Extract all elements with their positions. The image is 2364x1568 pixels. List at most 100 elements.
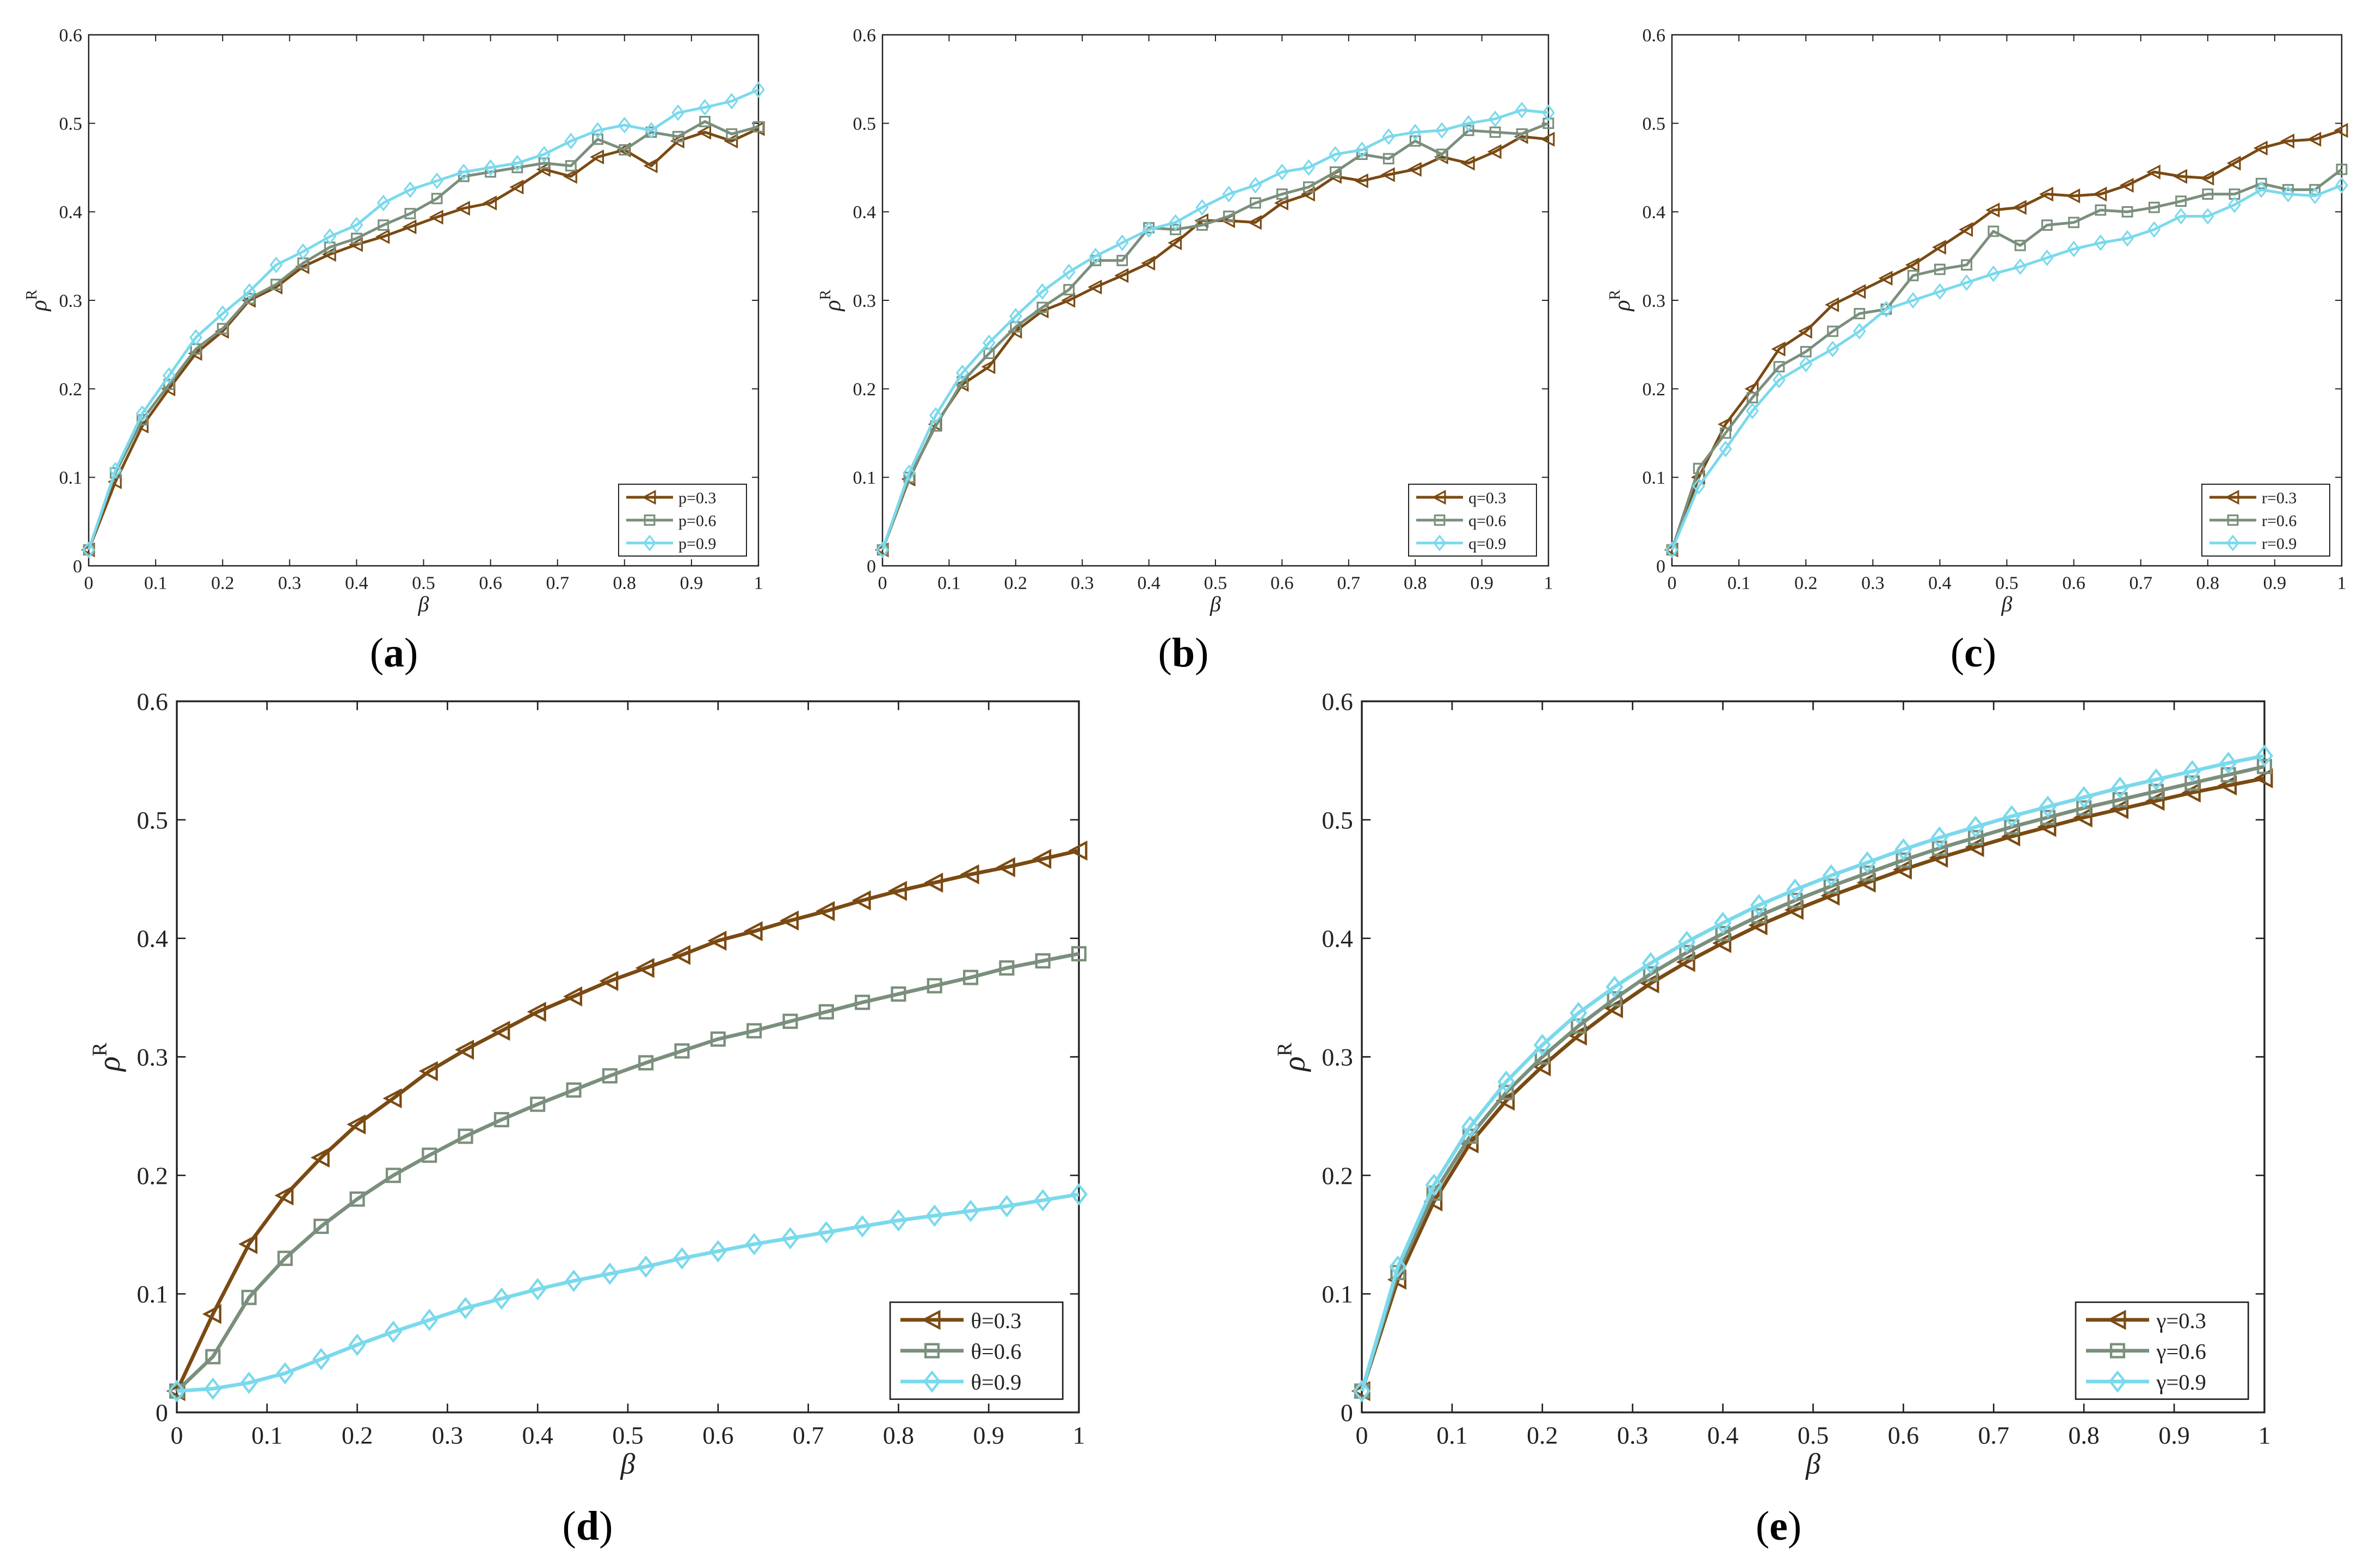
chart-e-series-2-point: [1607, 991, 1622, 1007]
chart-b-series-1-point: [1248, 215, 1262, 230]
chart-c-series-line-1: [1670, 129, 2342, 551]
chart-e-series-2-point: [1571, 1018, 1587, 1034]
chart-d-series-3-point: [240, 1371, 258, 1394]
chart-a-series-3-point: [109, 462, 122, 479]
chart-a-legend-marker-2: [644, 514, 656, 526]
chart-b-series-2-point: [1036, 301, 1048, 313]
chart-b-series-1-point: [1141, 256, 1156, 271]
chart-c-series-2-point: [2068, 217, 2080, 229]
chart-c-series-2-point: [1854, 307, 1866, 319]
chart-d-series-2-point: [566, 1082, 582, 1098]
chart-e-x-tick-label: 0.9: [2158, 1421, 2189, 1449]
chart-e-series-3-point: [2147, 768, 2165, 791]
chart-e-caption: (e): [1756, 1503, 1801, 1549]
chart-a-x-tick-label: 0.4: [345, 573, 368, 594]
chart-c-series-2-point: [2121, 206, 2133, 218]
chart-d-series-1-point: [743, 921, 763, 942]
chart-e-series-3-point: [1894, 838, 1912, 861]
chart-c-series-3-point: [2201, 208, 2214, 225]
chart-e-legend-label-2: γ=0.6: [2156, 1339, 2206, 1363]
chart-a-series-3-point: [162, 367, 176, 384]
chart-b-legend-label-1: q=0.3: [1468, 489, 1506, 507]
chart-e-series-3-point: [1714, 911, 1732, 934]
chart-b-x-tick-label: 0: [878, 573, 887, 594]
chart-e-series-3-point: [1786, 878, 1804, 901]
chart-e-caption-open: (: [1756, 1503, 1769, 1549]
chart-d-series-3-point: [853, 1215, 872, 1238]
chart-c-legend-marker-3: [2226, 534, 2239, 552]
chart-c-legend-label-2: r=0.6: [2262, 512, 2297, 530]
chart-b-series-3-point: [1249, 177, 1262, 194]
chart-d-x-tick-label: 0.9: [973, 1421, 1004, 1449]
chart-e-x-tick-label: 0.1: [1436, 1421, 1467, 1449]
chart-d-x-tick-label: 0.3: [432, 1421, 463, 1449]
chart-a-y-axis-label: ρR: [23, 289, 52, 312]
chart-d-y-tick-label: 0.5: [137, 806, 168, 834]
chart-b-series-3-point: [1435, 122, 1449, 139]
chart-a-series-1-point: [483, 195, 497, 211]
chart-c-series-1-point: [1878, 270, 1893, 286]
chart-c-series-3-point: [1719, 441, 1732, 458]
chart-d-series-2-point: [241, 1289, 257, 1305]
chart-b-series-3-point: [1062, 263, 1076, 281]
chart-c-series-3-point: [2228, 196, 2241, 213]
chart-a-x-tick-label: 0.8: [613, 573, 637, 594]
chart-d-series-3-point: [565, 1269, 583, 1292]
chart-d-x-tick-label: 1: [1073, 1421, 1085, 1449]
chart-a-series-3-point: [618, 116, 631, 134]
chart-d-series-3-point: [1070, 1183, 1088, 1206]
chart-a-y-tick-label: 0.3: [59, 291, 83, 311]
chart-c-series-2-point: [1961, 259, 1973, 271]
chart-a-series-3-point: [189, 329, 202, 346]
chart-a-series-1-point: [509, 180, 524, 195]
chart-e-series-3-point: [1641, 952, 1659, 974]
chart-c-caption-close: ): [1983, 630, 1996, 676]
chart-d-series-3-point: [781, 1227, 799, 1250]
chart-a-series-2-point: [752, 121, 764, 133]
chart-c-series-2-point: [2336, 163, 2348, 175]
chart-e-series-2-point: [1787, 892, 1803, 908]
chart-a-legend-marker-3: [643, 534, 656, 552]
chart-e-series-2-point: [1679, 944, 1695, 960]
chart-c-series-2-point: [2255, 177, 2267, 189]
chart-d-y-tick-label: 0.4: [137, 925, 168, 953]
chart-c-series-3-point: [1853, 323, 1866, 340]
chart-b-y-tick-label: 0.6: [853, 26, 877, 46]
chart-d-series-1-point: [310, 1147, 330, 1168]
chart-c-series-1-point: [1905, 257, 1919, 273]
chart-a-series-2-point: [270, 279, 282, 291]
chart-c-x-tick-label: 0.6: [2062, 573, 2085, 594]
chart-e-legend-marker-3: [2108, 1370, 2127, 1393]
chart-d-y-tick-label: 0.6: [137, 688, 168, 715]
chart-c-x-axis-label: β: [2001, 591, 2013, 616]
chart-e-x-axis-label: β: [1805, 1447, 1820, 1480]
chart-b-legend-label-3: q=0.9: [1468, 535, 1506, 553]
chart-c-y-axis-label: ρR: [1607, 289, 1635, 312]
chart-c-series-1-point: [1744, 381, 1759, 397]
chart-c-legend-marker-1: [2225, 490, 2239, 505]
chart-e-x-tick-label: 0.5: [1798, 1421, 1829, 1449]
chart-b-series-3-point: [1302, 159, 1316, 176]
chart-d-series-2-point: [638, 1055, 654, 1071]
chart-e: 0 0.1 0.2 0.3 0.4 0.5 0.6 0.7 0.8 0.9 1 0 0.1 0.2 0.3 0…: [1273, 688, 2274, 1480]
chart-a-series-3-point: [216, 305, 230, 322]
chart-d-caption: (d): [563, 1503, 613, 1549]
chart-c-series-2-point: [2202, 188, 2214, 200]
chart-c-series-3-point: [2335, 177, 2348, 194]
chart-a-series-2-point: [378, 219, 390, 231]
chart-c-series-3-point: [1960, 274, 1973, 291]
chart-e-y-axis-label-base: ρ: [1277, 1057, 1312, 1072]
chart-b-legend-marker-3: [1433, 534, 1446, 552]
chart-e-series-3-point: [2075, 786, 2093, 809]
chart-a-series-2-point: [726, 128, 738, 140]
chart-d-series-1-point: [887, 881, 907, 901]
chart-b-x-tick-label: 0.9: [1470, 573, 1493, 594]
chart-b-x-tick-label: 0.5: [1204, 573, 1227, 594]
chart-b-series-2-point: [1516, 128, 1528, 140]
chart-a-series-1-point: [590, 149, 604, 165]
chart-e-y-tick-label: 0.4: [1322, 925, 1353, 953]
chart-c-series-3-point: [2094, 234, 2107, 251]
chart-a-caption-letter: a: [384, 630, 404, 676]
chart-d-series-2-point: [530, 1096, 546, 1112]
chart-c-series-3-point: [2040, 249, 2054, 267]
